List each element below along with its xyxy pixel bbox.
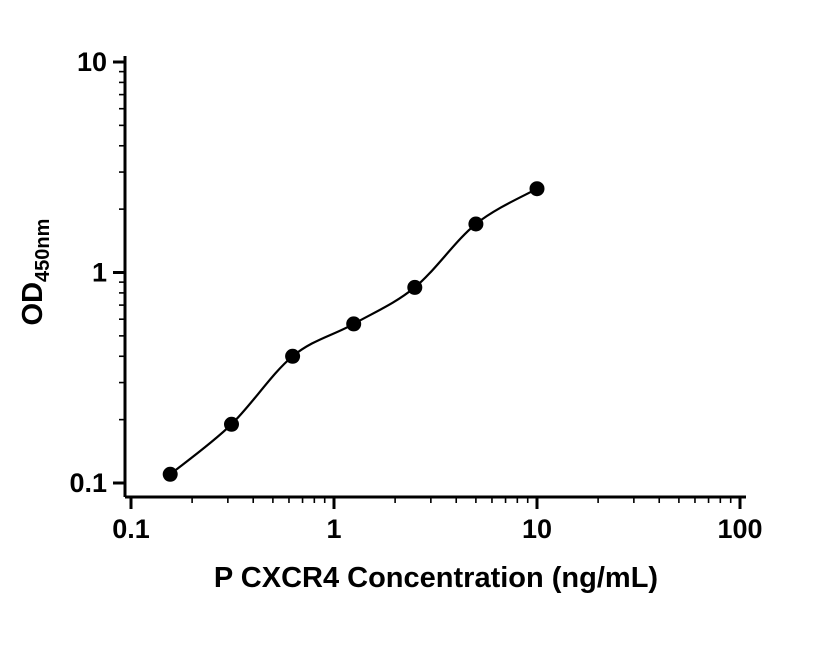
- data-point: [224, 416, 239, 432]
- y-axis-title-main: OD: [17, 282, 49, 326]
- x-tick-label: 10: [522, 514, 552, 544]
- y-tick-label: 10: [77, 47, 107, 77]
- data-point: [162, 466, 178, 482]
- data-point: [468, 216, 484, 232]
- y-axis-title-sub: 450nm: [32, 219, 54, 282]
- y-tick-label: 0.1: [69, 468, 107, 498]
- data-point: [346, 316, 362, 332]
- data-point: [407, 279, 423, 295]
- data-point: [285, 348, 301, 364]
- fit-curve: [169, 187, 538, 476]
- x-tick-label: 1: [326, 514, 341, 544]
- x-tick-label: 100: [717, 514, 762, 544]
- y-axis-title: OD450nm: [17, 219, 54, 326]
- y-tick-label: 1: [92, 258, 107, 288]
- x-axis-title: P CXCR4 Concentration (ng/mL): [214, 562, 658, 594]
- data-point: [529, 181, 545, 197]
- plot-area: 0.1 1 10 100 0.1 1 10: [69, 47, 762, 544]
- x-tick-label: 0.1: [112, 514, 150, 544]
